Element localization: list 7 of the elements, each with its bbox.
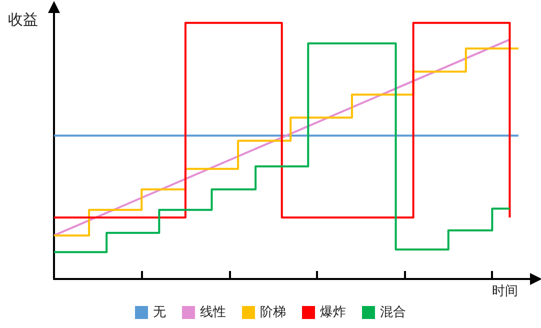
legend-label: 爆炸 [320,305,346,320]
legend-label: 无 [153,305,166,320]
y-axis-title: 收益 [8,10,38,28]
legend-label: 混合 [380,305,406,320]
legend-label: 阶梯 [260,305,286,320]
x-axis-title: 时间 [492,284,518,299]
legend-label: 线性 [200,305,226,320]
